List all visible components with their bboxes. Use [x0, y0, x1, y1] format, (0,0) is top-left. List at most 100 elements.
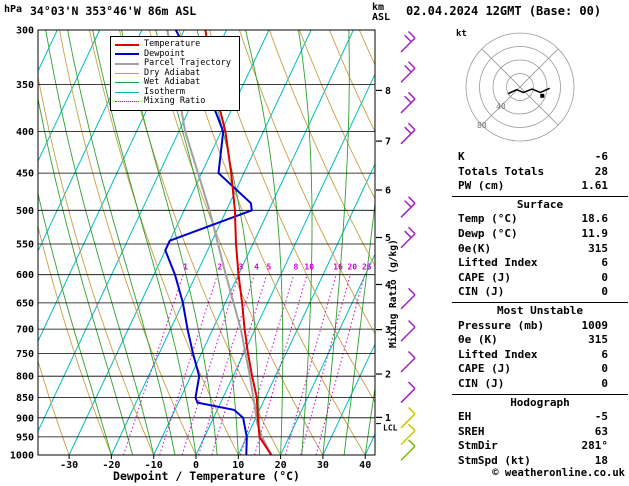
- isotherm-line: [237, 163, 375, 455]
- legend-item: Dry Adiabat: [115, 68, 231, 79]
- hodograph-ring: [465, 32, 575, 142]
- stat-row: θe(K) 315: [452, 242, 628, 257]
- stat-row: EH -5: [452, 410, 628, 425]
- stat-row: Pressure (mb) 1009: [452, 319, 628, 334]
- pressure-tick-label: 900: [16, 413, 34, 424]
- legend-item: Dewpoint: [115, 48, 231, 60]
- dry-adiabat-line: [238, 30, 375, 335]
- legend-item: Parcel Trajectory: [115, 59, 231, 69]
- stat-label: CIN (J): [458, 376, 505, 390]
- stat-value: -5: [594, 410, 608, 424]
- stat-row: Totals Totals 28: [452, 165, 628, 180]
- stat-row: Lifted Index 6: [452, 348, 628, 363]
- stat-row: StmDir 281°: [452, 439, 628, 454]
- legend-swatch: [115, 53, 139, 56]
- stat-value: 18: [594, 453, 608, 467]
- pressure-unit-label: hPa: [4, 4, 23, 15]
- mixing-ratio-line: [198, 274, 255, 455]
- wind-barb: [400, 30, 416, 53]
- stat-value: 315: [588, 333, 608, 347]
- copyright-link[interactable]: © weatheronline.co.uk: [492, 467, 625, 479]
- dry-adiabat-line: [298, 30, 375, 200]
- pressure-tick-label: 950: [16, 432, 34, 443]
- mixing-ratio-axis-label: Mixing Ratio (g/kg): [388, 239, 399, 348]
- wind-barb: [400, 61, 416, 83]
- pressure-tick-label: 450: [16, 169, 34, 180]
- station-title: 34°03'N 353°46'W 86m ASL: [30, 4, 197, 18]
- stat-label: Lifted Index: [458, 256, 538, 270]
- wind-barb: [400, 196, 416, 218]
- pressure-tick-label: 750: [16, 349, 34, 360]
- temp-tick-label: 10: [232, 460, 244, 471]
- legend-label: Parcel Trajectory: [144, 58, 231, 69]
- temp-tick-label: 0: [193, 460, 199, 471]
- pressure-tick-label: 300: [16, 26, 34, 37]
- wind-barb: [400, 226, 416, 249]
- mixing-ratio-line: [284, 274, 337, 455]
- temperature-curve: [204, 30, 273, 455]
- isotherm-line: [322, 342, 375, 455]
- km-tick-label: 3: [385, 325, 391, 336]
- wind-barb: [400, 122, 416, 145]
- stat-value: 281°: [581, 439, 609, 453]
- legend-item: Mixing Ratio: [115, 97, 231, 107]
- stat-value: 1.61: [581, 179, 609, 193]
- mixing-ratio-line: [240, 274, 295, 455]
- pressure-tick-label: 550: [16, 240, 34, 251]
- legend-label: Temperature: [144, 39, 201, 50]
- legend-swatch: [115, 62, 139, 65]
- stat-value: 0: [601, 270, 608, 284]
- pressure-tick-label: 400: [16, 127, 34, 138]
- legend-label: Wet Adiabat: [144, 77, 201, 88]
- mixing-ratio-value-label: 3: [238, 263, 243, 272]
- km-tick-label: 6: [385, 186, 391, 197]
- mixing-ratio-line: [181, 274, 240, 455]
- stat-value: 1009: [581, 318, 609, 332]
- wind-barb: [400, 423, 416, 446]
- mixing-ratio-value-label: 2: [217, 263, 222, 272]
- mixing-ratio-line: [300, 274, 351, 455]
- stat-label: Totals Totals: [458, 164, 545, 178]
- km-tick-label: 2: [385, 370, 391, 381]
- mixing-ratio-value-label: 10: [304, 263, 314, 272]
- temp-tick-label: -30: [60, 460, 78, 471]
- stat-row: Temp (°C) 18.6: [452, 212, 628, 227]
- wind-barb: [400, 406, 416, 429]
- mixing-ratio-value-label: 25: [362, 263, 372, 272]
- isotherm-line: [110, 30, 312, 455]
- stat-row: CAPE (J) 0: [452, 271, 628, 286]
- isotherm-line: [280, 253, 375, 455]
- pressure-tick-label: 650: [16, 298, 34, 309]
- indices-section-title: Most Unstable: [496, 303, 584, 317]
- legend-swatch: [115, 101, 139, 103]
- stat-row: Dewp (°C) 11.9: [452, 227, 628, 242]
- indices-section: Most Unstable Pressure (mb) 1009 θe (K) 315 L…: [452, 301, 628, 392]
- indices-panel: K -6 Totals Totals 28 PW (cm) 1.61 Surface Temp…: [452, 150, 628, 468]
- temp-tick-label: 30: [317, 460, 329, 471]
- mixing-ratio-value-label: 4: [254, 263, 259, 272]
- hodograph-trace: [507, 87, 550, 95]
- x-axis-label: Dewpoint / Temperature (°C): [113, 469, 300, 483]
- stat-value: 63: [594, 424, 608, 438]
- pressure-tick-label: 350: [16, 80, 34, 91]
- pressure-tick-label: 850: [16, 393, 34, 404]
- mixing-ratio-value-label: 5: [266, 263, 271, 272]
- mixing-ratio-value-label: 16: [333, 263, 343, 272]
- mixing-ratio-line: [315, 274, 366, 455]
- indices-section: K -6 Totals Totals 28 PW (cm) 1.61: [452, 150, 628, 194]
- stat-label: K: [458, 150, 465, 163]
- stat-row: CIN (J) 0: [452, 285, 628, 300]
- wet-adiabat-line: [245, 30, 284, 455]
- legend-label: Dewpoint: [144, 48, 185, 59]
- stat-row: StmSpd (kt) 18: [452, 454, 628, 469]
- km-tick-label: 4: [385, 280, 391, 291]
- stat-label: CAPE (J): [458, 362, 511, 376]
- isotherm-line: [153, 30, 354, 455]
- stat-label: CIN (J): [458, 285, 505, 299]
- stat-value: 6: [601, 256, 608, 270]
- dry-adiabat-line: [268, 30, 375, 267]
- altitude-unit-label: km ASL: [372, 3, 390, 23]
- hodograph-storm-motion-marker: [540, 93, 545, 98]
